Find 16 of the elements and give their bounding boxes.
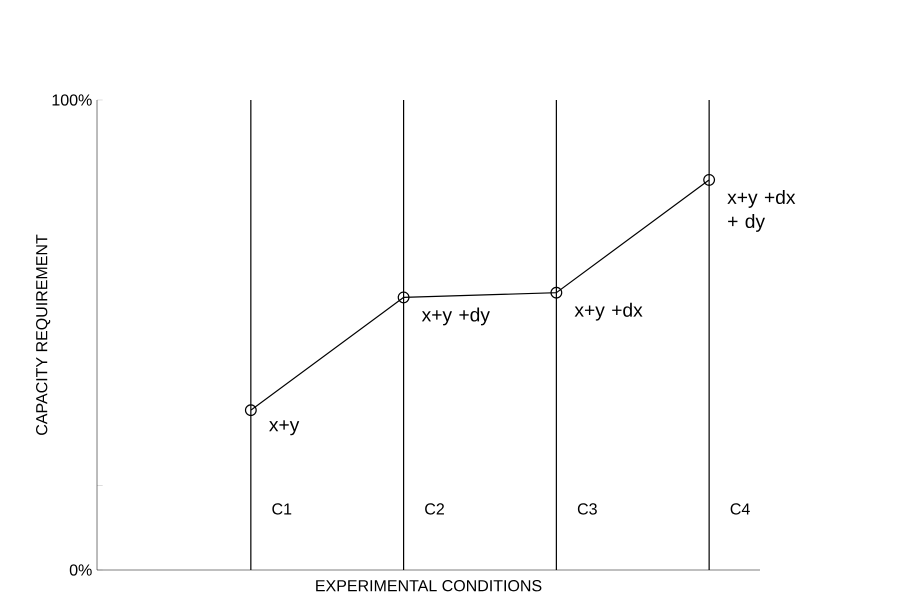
point	[550, 286, 562, 299]
point	[244, 404, 257, 416]
x-tick-label: C1	[272, 503, 292, 515]
annotation: x+y +dy	[422, 307, 490, 326]
point	[398, 291, 410, 304]
y-axis-title: CAPACITY REQUIREMENT	[36, 234, 50, 435]
y-tick-label: 100%	[52, 94, 92, 106]
x-tick-label: C2	[425, 503, 444, 515]
annotation: x+y +dx	[574, 302, 642, 321]
x-axis-title: EXPERIMENTAL CONDITIONS	[316, 580, 542, 592]
annotation: x+y +dx + dy	[727, 190, 796, 232]
x-tick-label: C3	[578, 503, 597, 515]
x-tick-label: C4	[730, 503, 750, 515]
point	[703, 174, 716, 186]
y-tick-label: 0%	[70, 564, 92, 576]
annotation: x+y	[269, 420, 300, 436]
